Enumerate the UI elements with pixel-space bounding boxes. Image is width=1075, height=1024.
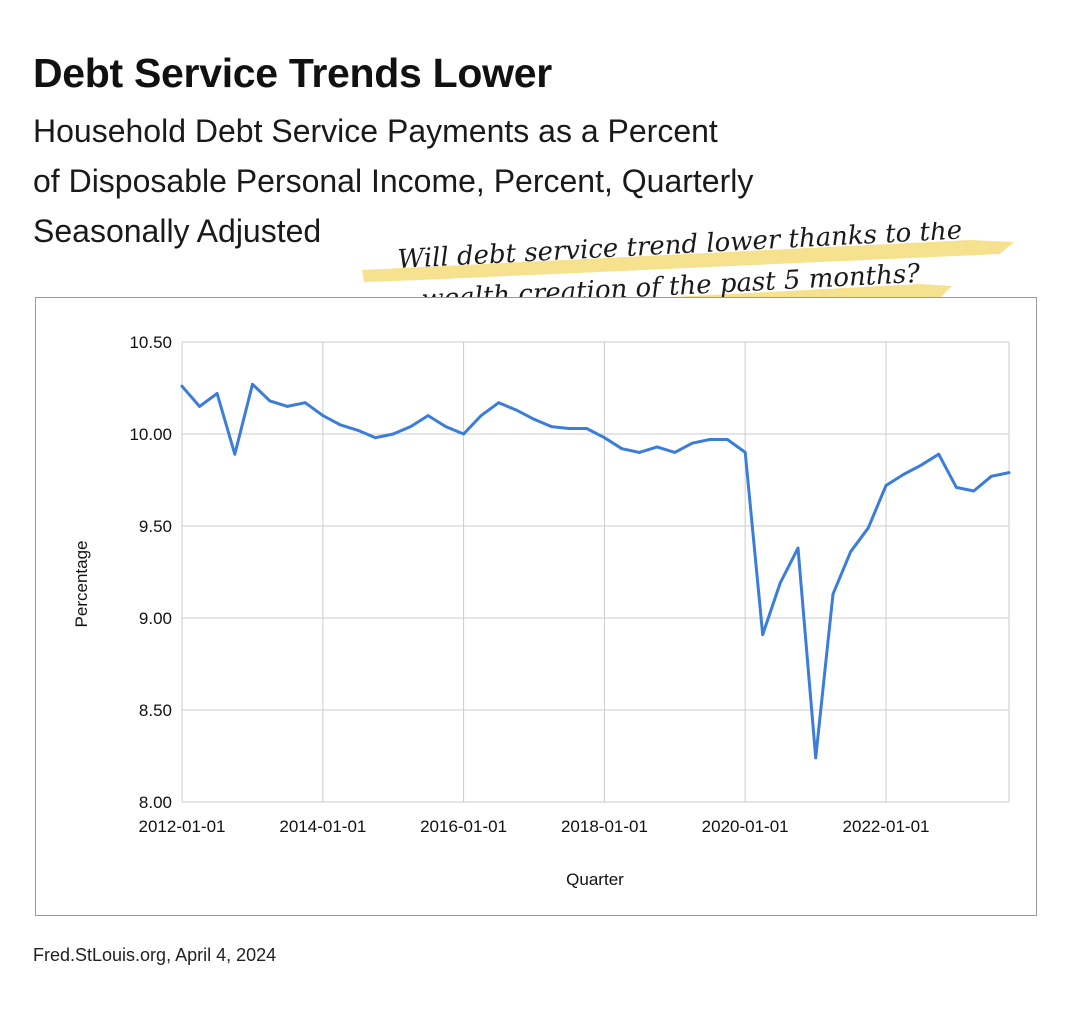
y-tick-label: 8.50 <box>139 701 172 720</box>
data-point <box>708 438 712 441</box>
subtitle-line-3: Seasonally Adjusted <box>33 213 322 249</box>
data-point <box>1007 471 1011 474</box>
data-point <box>849 550 852 554</box>
data-point <box>919 463 923 467</box>
y-tick-label: 9.00 <box>139 609 172 628</box>
source-credit: Fred.StLouis.org, April 4, 2024 <box>33 945 277 965</box>
data-point <box>690 441 694 445</box>
highlight-stroke-1 <box>362 240 1014 282</box>
x-tick-label: 2018-01-01 <box>561 817 648 836</box>
data-point <box>215 392 219 395</box>
data-point <box>251 382 254 386</box>
x-tick-label: 2012-01-01 <box>139 817 226 836</box>
y-tick-label: 10.00 <box>129 425 172 444</box>
x-tick-label: 2016-01-01 <box>420 817 507 836</box>
data-point <box>637 451 641 454</box>
line-chart: 8.00 8.50 9.00 9.50 10.00 10.50 2012-01-… <box>72 333 1011 889</box>
subtitle-line-2: of Disposable Personal Income, Percent, … <box>33 163 754 199</box>
data-point <box>550 425 553 428</box>
x-axis-title: Quarter <box>566 870 624 889</box>
data-point <box>937 452 941 456</box>
data-point <box>409 425 412 428</box>
data-point <box>338 423 342 427</box>
data-point <box>743 451 747 454</box>
data-point <box>884 484 888 487</box>
data-point <box>286 405 289 408</box>
data-point <box>866 526 870 530</box>
y-tick-label: 8.00 <box>139 793 172 812</box>
chart-subtitle: Household Debt Service Payments as a Per… <box>33 106 753 256</box>
data-point <box>374 436 377 440</box>
x-tick-label: 2022-01-01 <box>843 817 930 836</box>
data-point <box>497 401 501 405</box>
data-point <box>902 473 905 476</box>
chart-title: Debt Service Trends Lower <box>33 50 552 96</box>
data-point <box>426 414 430 417</box>
series-line <box>180 382 1011 760</box>
data-point <box>479 414 483 417</box>
data-point <box>391 432 395 436</box>
data-point <box>989 474 993 478</box>
x-tick-label: 2020-01-01 <box>702 817 789 836</box>
data-points <box>180 382 1011 760</box>
x-axis-ticks: 2012-01-01 2014-01-01 2016-01-01 2018-01… <box>139 817 930 836</box>
grid-lines <box>181 341 1010 803</box>
data-point <box>303 401 307 405</box>
data-point <box>444 425 448 428</box>
data-point <box>515 408 518 412</box>
y-axis-ticks: 8.00 8.50 9.00 9.50 10.00 10.50 <box>129 333 172 812</box>
data-point <box>673 451 677 454</box>
data-point <box>567 427 571 430</box>
data-point <box>585 427 589 430</box>
x-tick-label: 2014-01-01 <box>279 817 366 836</box>
data-point <box>778 581 782 585</box>
data-point <box>972 489 976 493</box>
data-point <box>198 405 201 408</box>
data-point <box>462 432 465 436</box>
data-point <box>726 438 729 441</box>
data-point <box>532 417 536 421</box>
subtitle-line-1: Household Debt Service Payments as a Per… <box>33 113 718 149</box>
y-tick-label: 10.50 <box>129 333 172 352</box>
data-point <box>831 592 835 596</box>
data-point <box>796 546 800 550</box>
data-point <box>321 414 325 417</box>
y-tick-label: 9.50 <box>139 517 172 536</box>
data-point <box>356 428 360 432</box>
data-point <box>955 486 958 489</box>
data-point <box>233 452 237 456</box>
data-point <box>814 756 818 760</box>
data-point <box>180 384 184 388</box>
data-point <box>655 445 659 449</box>
chart-frame: 8.00 8.50 9.00 9.50 10.00 10.50 2012-01-… <box>35 297 1037 916</box>
data-point <box>761 633 765 636</box>
data-point <box>620 447 624 451</box>
data-point <box>603 436 606 440</box>
data-point <box>268 399 272 403</box>
y-axis-title: Percentage <box>72 541 91 628</box>
